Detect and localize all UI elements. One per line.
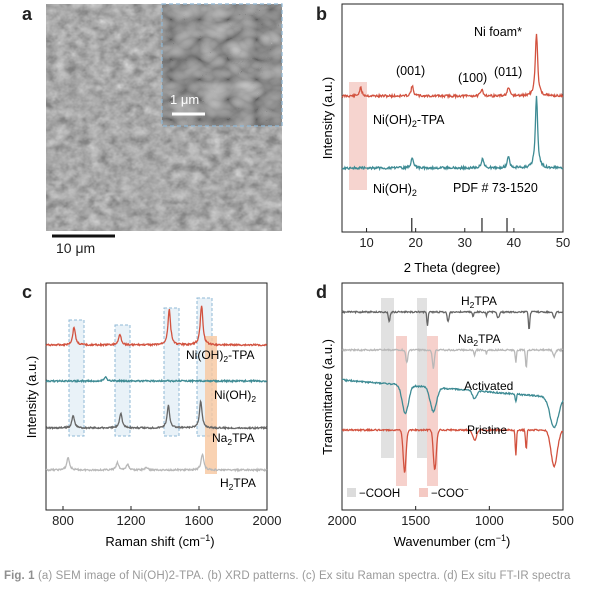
ftir-series-2 <box>341 347 564 369</box>
xrd-series-label-bottom: Ni(OH)2 <box>373 182 417 198</box>
raman-label-s1: Ni(OH)2-TPA <box>186 348 255 364</box>
caption-text: (a) SEM image of Ni(OH)2-TPA. (b) XRD pa… <box>37 570 571 582</box>
xrd-xlabel: 2 Theta (degree) <box>404 260 501 275</box>
raman-label-s4: H2TPA <box>220 476 256 492</box>
panel-label-d: d <box>316 282 327 302</box>
inset-scalebar-label: 1 μm <box>170 92 200 107</box>
xrd-series-1 <box>341 33 564 100</box>
xrd-x-tick-label: 40 <box>507 235 521 250</box>
legend-swatch-coo <box>419 488 428 497</box>
ftir-series-3 <box>341 378 564 429</box>
panel-label-a: a <box>22 4 33 24</box>
ftir-label-s1: H2TPA <box>461 294 497 310</box>
raman-series-1 <box>45 305 268 348</box>
ftir-ylabel: Transmittance (a.u.) <box>320 339 335 455</box>
xrd-x-tick-label: 50 <box>556 235 570 250</box>
xrd-frame <box>341 3 564 233</box>
raman-series-2 <box>45 375 267 384</box>
ftir-x-tick-label: 500 <box>552 513 574 528</box>
xrd-annot-ni-foam: Ni foam* <box>474 25 522 39</box>
ftir-x-tick-label: 1000 <box>475 513 504 528</box>
xrd-highlight-band <box>349 82 367 190</box>
xrd-annot-pdf: PDF # 73-1520 <box>453 181 538 195</box>
xrd-x-tick-label: 20 <box>408 235 422 250</box>
ftir-xlabel: Wavenumber (cm−1) <box>394 533 511 549</box>
xrd-ylabel: Intensity (a.u.) <box>320 77 335 159</box>
raman-orange-band <box>205 336 217 474</box>
ftir-series-1 <box>341 309 564 330</box>
panel-label-c: c <box>22 282 33 302</box>
xrd-annot-001: (001) <box>396 64 425 78</box>
main-scalebar-label: 10 μm <box>56 240 96 256</box>
xrd-annot-100: (100) <box>458 71 487 85</box>
raman-frame <box>45 282 268 511</box>
raman-label-s3: Na2TPA <box>212 431 255 447</box>
ftir-frame <box>341 282 564 511</box>
ftir-series-4 <box>341 427 564 473</box>
xrd-x-tick-label: 10 <box>359 235 373 250</box>
panel-label-b: b <box>316 4 327 24</box>
raman-x-tick-label: 1600 <box>185 513 214 528</box>
ftir-label-s4: Pristine <box>467 423 507 437</box>
ftir-x-tick-label: 2000 <box>328 513 357 528</box>
legend-label-coo: −COO− <box>431 485 469 500</box>
raman-series-4 <box>45 452 268 473</box>
legend-label-cooh: −COOH <box>359 488 400 500</box>
ftir-x-tick-label: 1500 <box>401 513 430 528</box>
legend-swatch-cooh <box>347 488 356 497</box>
ftir-bands <box>381 298 438 486</box>
ftir-label-s2: Na2TPA <box>458 332 501 348</box>
xrd-annot-011: (011) <box>494 65 522 79</box>
xrd-x-tick-label: 30 <box>458 235 472 250</box>
ftir-label-s3: Activated <box>464 379 513 393</box>
figure-caption: Fig. 1 (a) SEM image of Ni(OH)2-TPA. (b)… <box>4 569 596 584</box>
raman-x-tick-label: 1200 <box>117 513 146 528</box>
ftir-legend: −COOH −COO− <box>347 485 469 500</box>
raman-ylabel: Intensity (a.u.) <box>24 356 39 438</box>
raman-xlabel: Raman shift (cm−1) <box>105 533 214 549</box>
raman-label-s2: Ni(OH)2 <box>214 388 256 404</box>
raman-series-3 <box>45 399 268 431</box>
caption-fig-label: Fig. 1 <box>4 570 35 582</box>
raman-x-tick-label: 800 <box>52 513 74 528</box>
xrd-series-2 <box>341 95 564 172</box>
xrd-series-label-top: Ni(OH)2-TPA <box>373 113 445 129</box>
raman-x-tick-label: 2000 <box>253 513 282 528</box>
